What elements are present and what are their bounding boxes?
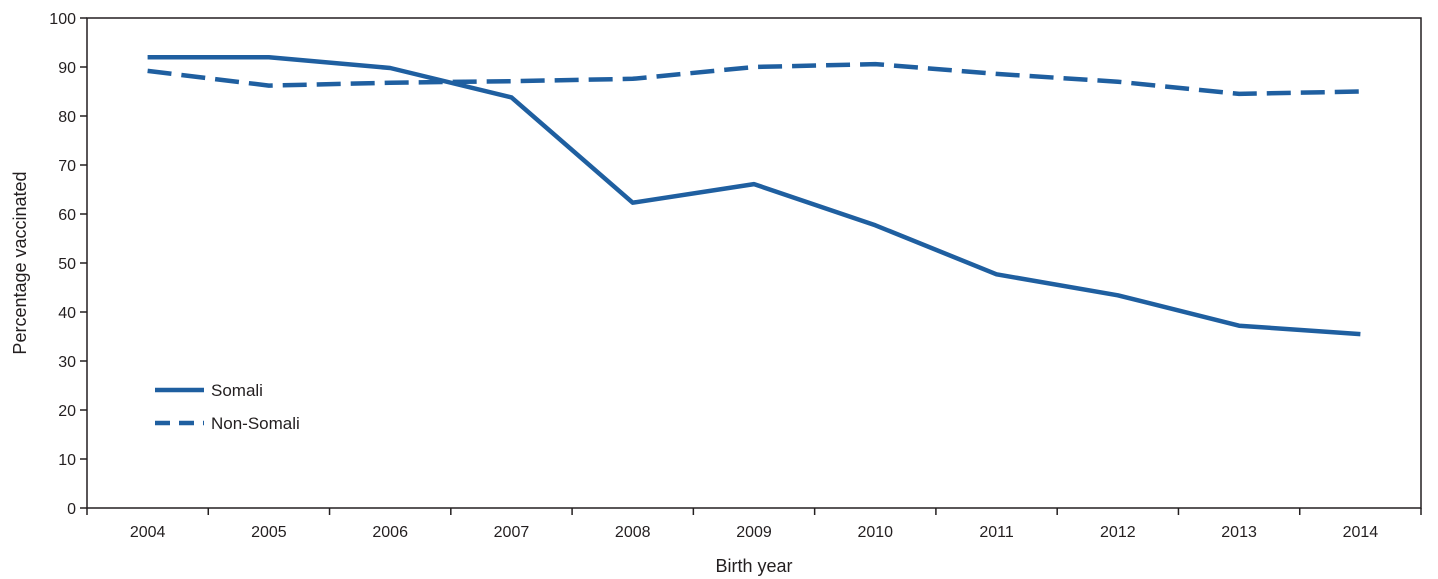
- series-line-somali: [147, 54, 1361, 337]
- y-tick-label: 80: [58, 109, 76, 126]
- x-tick-label: 2006: [372, 524, 408, 541]
- y-tick-label: 50: [58, 256, 76, 273]
- legend-label-somali: Somali: [211, 381, 263, 400]
- y-tick-label: 30: [58, 354, 76, 371]
- x-tick-label: 2007: [494, 524, 530, 541]
- x-axis: 2004 2005 2006 2007 2008 2009 2010 2011 2012 2013…: [86, 508, 1422, 541]
- x-axis-title: Birth year: [715, 556, 792, 576]
- x-tick-label: 2004: [130, 524, 166, 541]
- y-tick-label: 70: [58, 158, 76, 175]
- y-tick-label: 10: [58, 452, 76, 469]
- x-tick-label: 2012: [1100, 524, 1136, 541]
- x-tick-label: 2008: [615, 524, 651, 541]
- x-tick-label: 2014: [1343, 524, 1379, 541]
- y-axis-title: Percentage vaccinated: [10, 171, 30, 354]
- y-axis: 0 10 20 30 40 50 60 70 80 90 100: [49, 11, 87, 518]
- y-tick-label: 90: [58, 60, 76, 77]
- y-tick-label: 60: [58, 207, 76, 224]
- x-tick-label: 2013: [1221, 524, 1257, 541]
- y-tick-label: 0: [67, 501, 76, 518]
- legend-label-non-somali: Non-Somali: [211, 414, 300, 433]
- x-tick-label: 2010: [857, 524, 893, 541]
- series-layer: [147, 54, 1361, 337]
- x-tick-label: 2009: [736, 524, 772, 541]
- x-tick-label: 2005: [251, 524, 287, 541]
- y-tick-label: 100: [49, 11, 76, 28]
- y-tick-label: 40: [58, 305, 76, 322]
- x-tick-label: 2011: [979, 524, 1014, 541]
- y-tick-label: 20: [58, 403, 76, 420]
- series-line-non-somali: [147, 61, 1361, 97]
- legend: Somali Non-Somali: [155, 381, 300, 433]
